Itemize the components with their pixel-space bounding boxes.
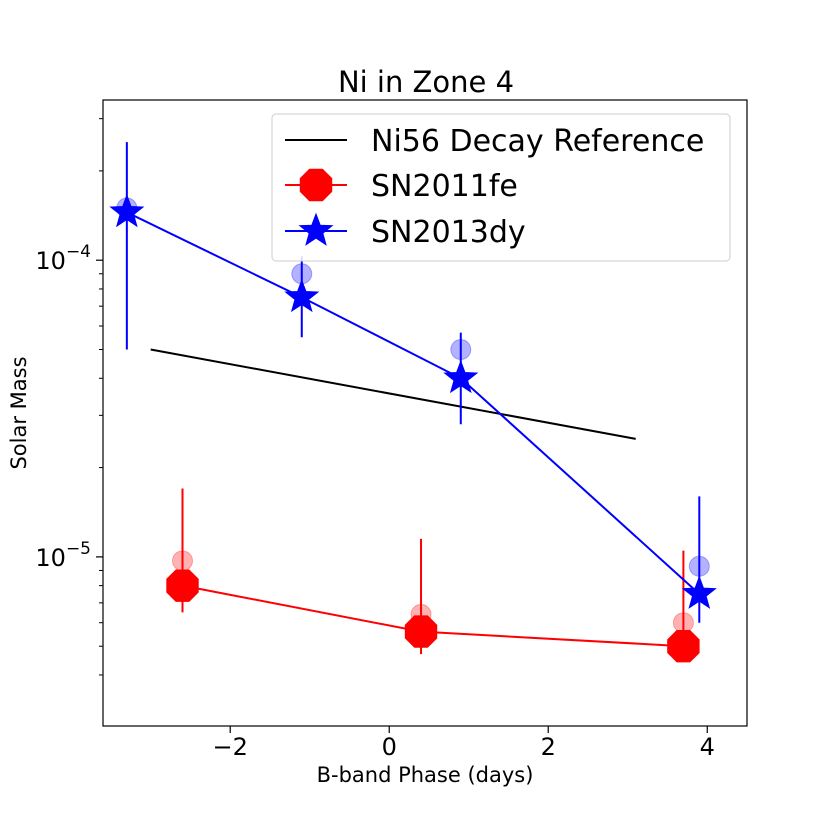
chart-title: Ni in Zone 4 <box>338 65 514 99</box>
legend-label-sn2011fe: SN2011fe <box>371 169 518 204</box>
x-tick-label: 2 <box>541 733 556 761</box>
legend-marker-sn2011fe <box>299 168 333 202</box>
legend: Ni56 Decay Reference SN2011fe SN2013dy <box>271 113 731 262</box>
legend-entry-sn2013dy: SN2013dy <box>285 212 526 250</box>
legend-label-sn2013dy: SN2013dy <box>371 215 526 250</box>
plot-area <box>109 142 717 663</box>
x-tick-label: 4 <box>700 733 715 761</box>
sn2013dy-point-3 <box>681 575 717 609</box>
sn2013dy-point-2 <box>443 359 479 394</box>
series-ni56-decay-reference <box>150 348 636 440</box>
sn2013dy-point-1 <box>284 278 320 313</box>
legend-box <box>271 113 731 262</box>
ticks: −2 0 2 4 10−5 10−4 <box>35 118 715 761</box>
x-tick-label: 0 <box>382 733 397 761</box>
y-axis-label: Solar Mass <box>7 356 31 469</box>
series-sn2011fe <box>166 488 700 663</box>
legend-entry-sn2011fe: SN2011fe <box>285 168 518 204</box>
legend-marker-sn2013dy <box>298 212 334 246</box>
sn2011fe-point-1 <box>404 615 438 648</box>
legend-entry-ni56-decay-reference: Ni56 Decay Reference <box>285 124 704 159</box>
series-sn2013dy <box>109 142 717 623</box>
x-tick-label: −2 <box>213 733 248 761</box>
sn2011fe-point-0 <box>166 569 199 602</box>
sn2013dy-point-0 <box>109 193 145 228</box>
ni56-decay-reference-line <box>150 348 636 440</box>
x-axis-label: B-band Phase (days) <box>317 763 534 787</box>
y-tick-label: 10−4 <box>35 242 91 275</box>
sn2011fe-point-2 <box>667 630 700 663</box>
y-tick-label: 10−5 <box>35 539 91 572</box>
legend-label-ni56-decay-reference: Ni56 Decay Reference <box>371 124 704 159</box>
axes-frame <box>102 99 748 727</box>
sn2013dy-line <box>126 211 700 595</box>
